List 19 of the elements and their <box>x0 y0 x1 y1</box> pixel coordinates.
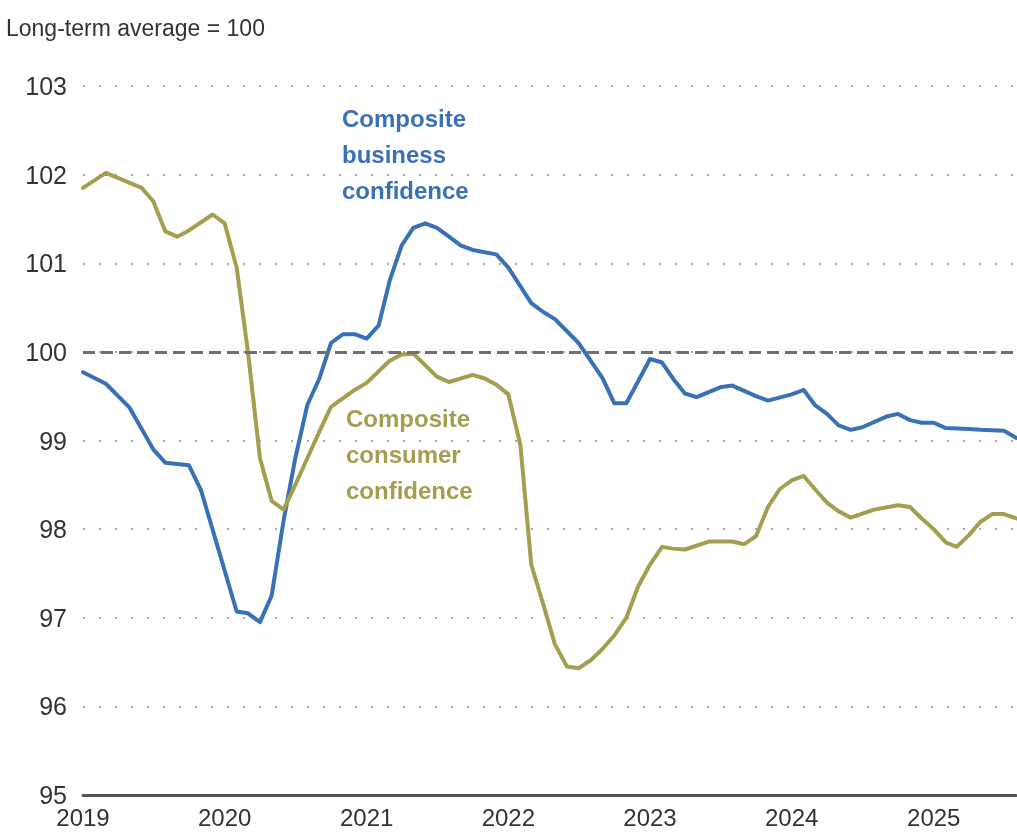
line-series <box>81 170 1017 671</box>
x-tick-label: 2022 <box>481 803 536 831</box>
y-axis-title: Long-term average = 100 <box>6 14 265 41</box>
series-label: Composite business confidence <box>342 104 473 204</box>
x-tick-label: 2020 <box>197 803 252 831</box>
line-series <box>81 221 1017 625</box>
y-tick-label: 100 <box>25 337 67 366</box>
y-tick-label: 99 <box>39 426 67 455</box>
x-tick-label: 2025 <box>907 803 961 831</box>
y-tick-label: 101 <box>25 249 67 278</box>
x-tick-label: 2021 <box>340 803 394 831</box>
x-tick-label: 2024 <box>764 803 819 831</box>
x-tick-label: 2023 <box>623 803 677 831</box>
y-tick-label: 103 <box>25 72 67 100</box>
y-tick-label: 97 <box>39 603 67 632</box>
series-label: Composite consumer confidence <box>346 404 477 504</box>
y-tick-label: 98 <box>39 515 67 544</box>
y-tick-label: 102 <box>25 160 67 189</box>
y-tick-label: 96 <box>39 692 67 721</box>
